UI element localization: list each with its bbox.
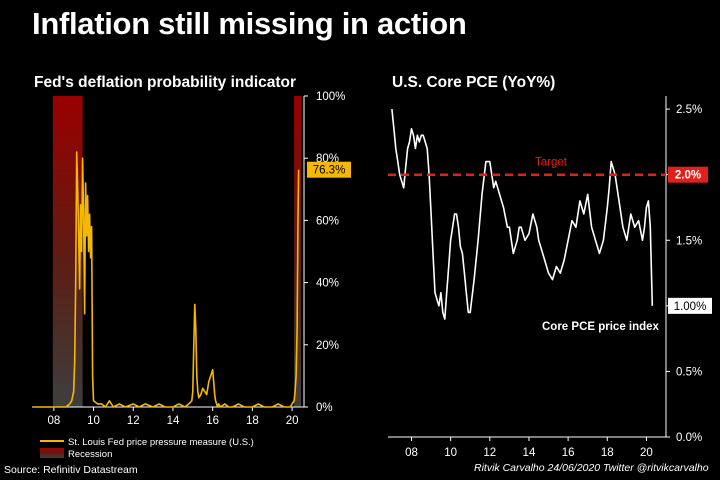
y-tick-label: 40% xyxy=(316,278,339,290)
x-tick-label: 10 xyxy=(87,415,100,427)
x-tick-label: 08 xyxy=(405,447,418,459)
x-tick-label: 20 xyxy=(286,415,299,427)
x-tick-label: 16 xyxy=(562,447,575,459)
x-tick-label: 08 xyxy=(47,415,60,427)
value-tag-label: 1.00% xyxy=(674,301,707,313)
deflation-probability-chart: 0%20%40%60%80%100%08 10 12 14 16 18 2076.3%St.… xyxy=(32,91,351,460)
legend-label-recession: Recession xyxy=(68,449,112,460)
target-tag-label: 2.0% xyxy=(675,170,701,182)
x-tick-label: 14 xyxy=(523,447,536,459)
x-tick-label: 10 xyxy=(444,447,457,459)
y-tick-label: 0% xyxy=(316,402,333,414)
legend-recession-swatch xyxy=(40,448,64,458)
core-pce-chart: 0.0%0.5%1.0%1.5%2.5%08101214161820Target… xyxy=(388,96,712,459)
x-tick-label: 18 xyxy=(601,447,614,459)
x-tick-label: 12 xyxy=(483,447,496,459)
legend-label-series: St. Louis Fed price pressure measure (U.… xyxy=(68,437,254,448)
series-line-core-pce xyxy=(391,109,654,320)
value-tag-label: 76.3% xyxy=(313,165,346,177)
x-tick-label: 18 xyxy=(246,415,259,427)
y-tick-label: 1.5% xyxy=(676,235,702,247)
left-chart-title: Fed's deflation probability indicator xyxy=(34,74,297,91)
y-tick-label: 2.5% xyxy=(676,104,702,116)
value-tag-box xyxy=(668,297,712,314)
right-chart-title: U.S. Core PCE (YoY%) xyxy=(392,74,556,91)
recession-band xyxy=(52,96,83,407)
x-tick-label: 20 xyxy=(640,447,653,459)
x-tick-label: 14 xyxy=(167,415,180,427)
target-tag-box xyxy=(668,166,708,183)
y-tick-label: 60% xyxy=(316,215,339,227)
y-tick-label: 100% xyxy=(316,91,345,103)
y-tick-label: 20% xyxy=(316,340,339,352)
x-tick-label: 12 xyxy=(127,415,140,427)
y-tick-label: 0.0% xyxy=(676,432,702,444)
target-label: Target xyxy=(535,157,568,169)
value-tag-box xyxy=(307,161,351,178)
series-label: Core PCE price index xyxy=(542,321,660,333)
y-tick-label: 0.5% xyxy=(676,366,702,378)
series-line-price-pressure xyxy=(34,151,300,408)
x-tick-label: 16 xyxy=(206,415,219,427)
main-title: Inflation still missing in action xyxy=(32,6,467,41)
source-note: Source: Refinitiv Datastream xyxy=(4,464,138,476)
credit-note: Ritvik Carvalho 24/06/2020 Twitter @ritv… xyxy=(474,462,709,474)
